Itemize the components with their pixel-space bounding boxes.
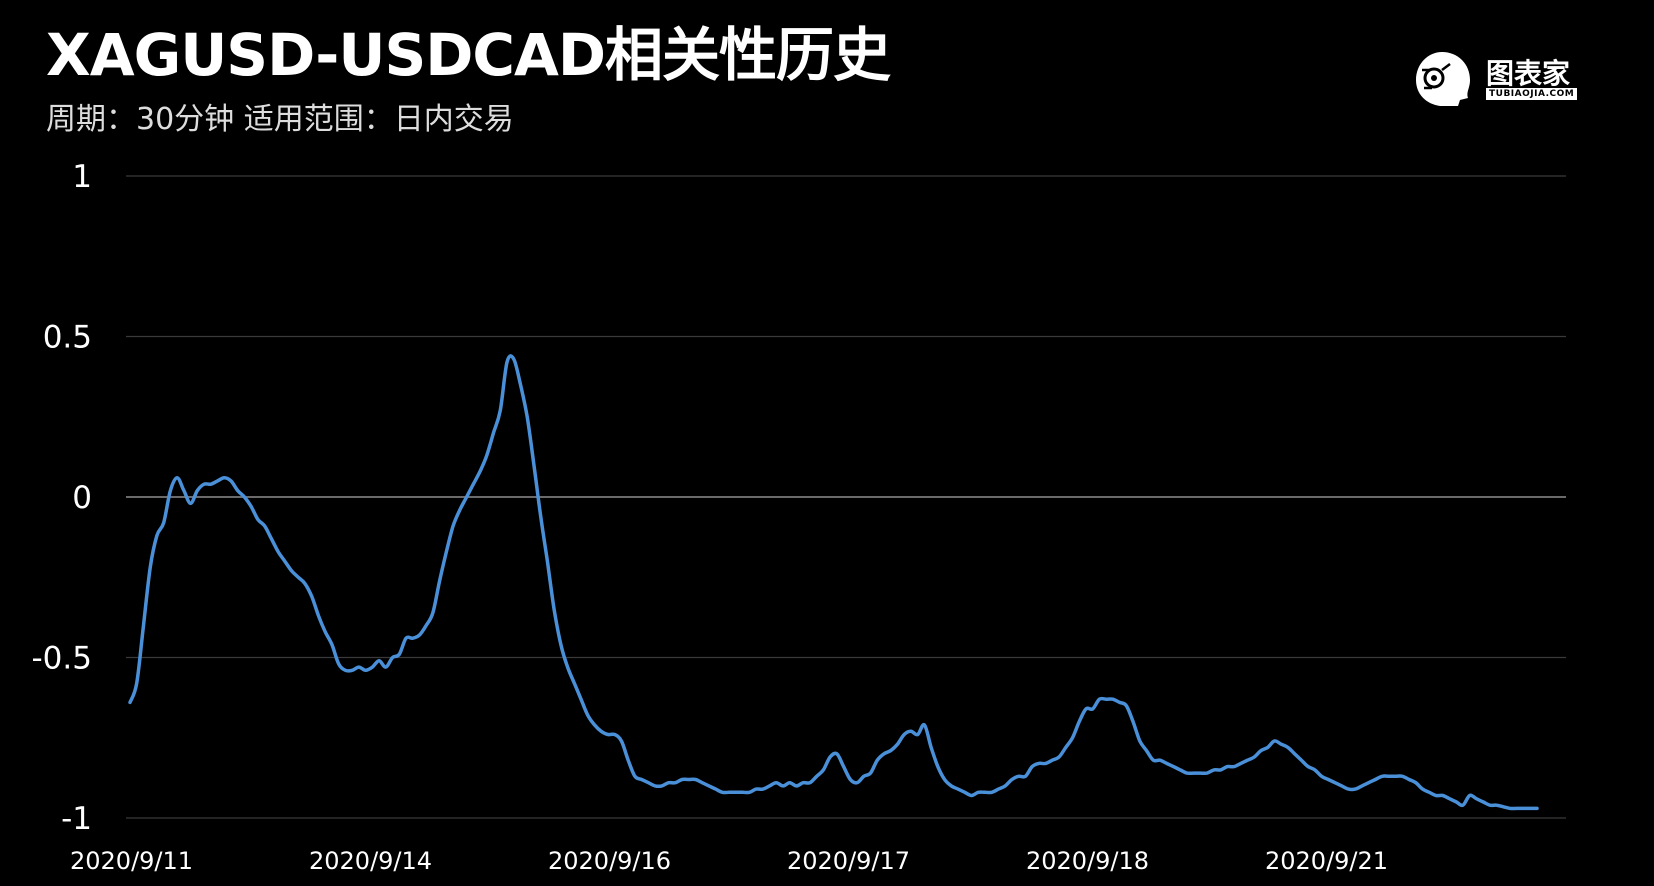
- y-tick-label: 0: [72, 480, 92, 516]
- chart-subtitle: 周期：30分钟 适用范围：日内交易: [46, 102, 514, 137]
- x-axis-ticks: 2020/9/11 2020/9/14 2020/9/16 2020/9/17 2020…: [70, 847, 1388, 875]
- chart-title: XAGUSD-USDCAD相关性历史: [46, 21, 891, 89]
- y-tick-label: -0.5: [32, 641, 93, 677]
- x-tick-label: 2020/9/18: [1026, 847, 1149, 875]
- y-tick-label: 1: [72, 159, 92, 195]
- y-tick-label: 0.5: [43, 320, 92, 356]
- x-tick-label: 2020/9/11: [70, 847, 193, 875]
- grid-lines: [126, 175, 1566, 819]
- robot-head-icon: [1416, 52, 1470, 106]
- logo-url: TUBIAOJIA.COM: [1486, 88, 1578, 100]
- x-tick-label: 2020/9/14: [309, 847, 432, 875]
- y-tick-label: -1: [61, 801, 92, 837]
- x-tick-label: 2020/9/21: [1265, 847, 1388, 875]
- brand-logo[interactable]: 图表家 TUBIAOJIA.COM: [1412, 48, 1592, 110]
- series-layer: [128, 354, 1539, 811]
- series-line: [128, 354, 1539, 811]
- x-tick-label: 2020/9/16: [548, 847, 671, 875]
- x-tick-label: 2020/9/17: [787, 847, 910, 875]
- logo-name: 图表家: [1486, 57, 1571, 90]
- y-axis-ticks: 1 0.5 0 -0.5 -1: [32, 159, 93, 837]
